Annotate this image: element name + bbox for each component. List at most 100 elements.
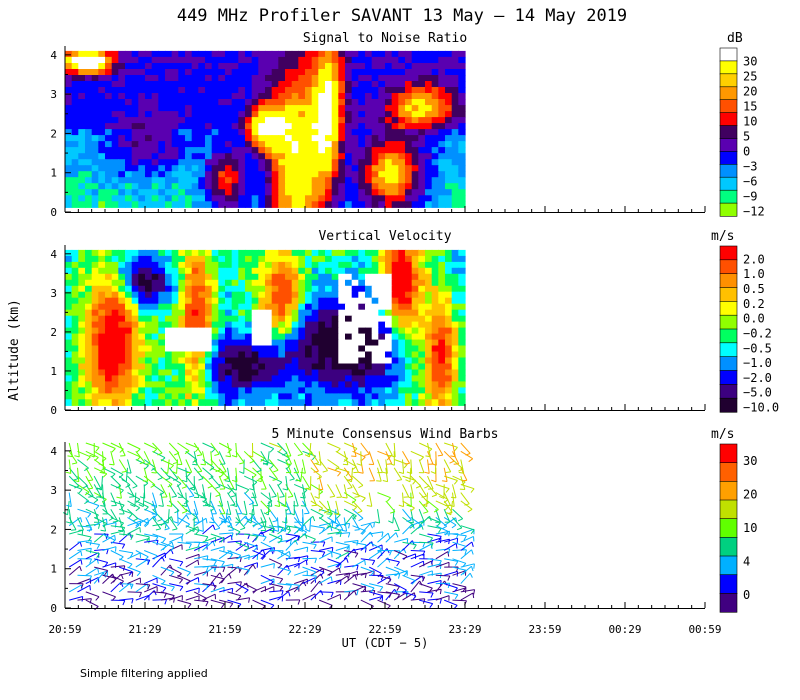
heatmap-cell bbox=[65, 297, 73, 305]
wind-barb-feather bbox=[370, 531, 374, 537]
heatmap-cell bbox=[305, 375, 313, 382]
heatmap-cell bbox=[351, 351, 359, 359]
heatmap-cell bbox=[191, 375, 199, 382]
heatmap-cell bbox=[231, 129, 239, 136]
heatmap-cell bbox=[411, 387, 419, 394]
heatmap-cell bbox=[285, 249, 293, 257]
heatmap-cell bbox=[451, 387, 459, 394]
heatmap-cell bbox=[78, 393, 86, 400]
heatmap-cell bbox=[185, 297, 193, 305]
heatmap-cell bbox=[365, 357, 373, 365]
heatmap-cell bbox=[385, 369, 393, 377]
wind-barb-feather bbox=[396, 479, 402, 482]
heatmap-cell bbox=[178, 195, 186, 202]
wind-barb bbox=[260, 563, 275, 568]
wind-barb bbox=[127, 566, 141, 573]
heatmap-cell bbox=[165, 267, 173, 275]
heatmap-cell bbox=[91, 369, 99, 377]
heatmap-cell bbox=[225, 309, 233, 317]
wind-barb-feather bbox=[241, 513, 248, 516]
heatmap-cell bbox=[318, 249, 326, 257]
wind-barb bbox=[244, 554, 258, 560]
heatmap-cell bbox=[318, 147, 326, 154]
wind-barb-feather bbox=[173, 521, 179, 524]
heatmap-cell bbox=[105, 387, 113, 394]
colorbar-label: −1.0 bbox=[743, 356, 772, 370]
wind-barb bbox=[302, 484, 306, 499]
heatmap-cell bbox=[325, 327, 333, 335]
heatmap-cell bbox=[65, 189, 73, 196]
heatmap-cell bbox=[218, 387, 226, 394]
heatmap-cell bbox=[325, 261, 333, 269]
heatmap-cell bbox=[211, 117, 219, 124]
heatmap-cell bbox=[358, 351, 366, 359]
heatmap-cell bbox=[251, 297, 259, 305]
heatmap-cell bbox=[185, 123, 193, 130]
heatmap-cell bbox=[451, 375, 459, 382]
heatmap-cell bbox=[458, 93, 466, 100]
heatmap-cell bbox=[91, 309, 99, 317]
heatmap-cell bbox=[218, 261, 226, 269]
wind-barb-feather bbox=[213, 566, 216, 573]
heatmap-cell bbox=[285, 93, 293, 100]
colorbar-label: 1.0 bbox=[743, 267, 765, 281]
heatmap-cell bbox=[331, 177, 339, 184]
heatmap-cell bbox=[245, 297, 253, 305]
heatmap-cell bbox=[438, 273, 446, 281]
heatmap-cell bbox=[158, 105, 166, 112]
heatmap-cell bbox=[118, 315, 126, 323]
heatmap-cell bbox=[198, 183, 206, 190]
heatmap-cell bbox=[131, 111, 139, 118]
heatmap-cell bbox=[98, 399, 106, 406]
heatmap-cell bbox=[111, 87, 119, 94]
wind-barb bbox=[335, 484, 343, 498]
heatmap-cell bbox=[205, 141, 213, 148]
heatmap-cell bbox=[205, 369, 213, 377]
wind-barb bbox=[385, 451, 393, 465]
heatmap-cell bbox=[85, 387, 93, 394]
heatmap-cell bbox=[145, 111, 153, 118]
heatmap-cell bbox=[371, 195, 379, 202]
heatmap-cell bbox=[371, 255, 379, 263]
heatmap-cell bbox=[291, 297, 299, 305]
wind-barb-feather bbox=[153, 514, 158, 519]
heatmap-cell bbox=[85, 117, 93, 124]
heatmap-cell bbox=[165, 63, 173, 70]
heatmap-cell bbox=[165, 393, 173, 400]
heatmap-cell bbox=[85, 201, 93, 208]
heatmap-cell bbox=[431, 75, 439, 82]
heatmap-cell bbox=[231, 117, 239, 124]
heatmap-cell bbox=[385, 267, 393, 275]
heatmap-cell bbox=[131, 129, 139, 136]
heatmap-cell bbox=[211, 249, 219, 257]
wind-barb bbox=[402, 592, 415, 601]
heatmap-cell bbox=[365, 69, 373, 76]
heatmap-cell bbox=[338, 50, 346, 58]
heatmap-cell bbox=[85, 50, 93, 58]
heatmap-cell bbox=[211, 261, 219, 269]
wind-barb bbox=[327, 516, 340, 526]
heatmap-cell bbox=[285, 327, 293, 335]
heatmap-cell bbox=[425, 201, 433, 208]
heatmap-cell bbox=[298, 363, 306, 371]
heatmap-cell bbox=[145, 99, 153, 106]
heatmap-cell bbox=[165, 315, 173, 323]
heatmap-cell bbox=[85, 123, 93, 130]
heatmap-cell bbox=[138, 135, 146, 142]
heatmap-cell bbox=[291, 393, 299, 400]
heatmap-cell bbox=[131, 87, 139, 94]
heatmap-cell bbox=[65, 87, 73, 94]
heatmap-cell bbox=[378, 255, 386, 263]
heatmap-cell bbox=[185, 387, 193, 394]
wind-barb-feather bbox=[274, 504, 280, 507]
heatmap-cell bbox=[78, 303, 86, 311]
heatmap-cell bbox=[138, 393, 146, 400]
wind-barb-feather bbox=[289, 539, 292, 545]
wind-barb-feather bbox=[220, 538, 225, 543]
wind-barb bbox=[227, 550, 241, 556]
heatmap-cell bbox=[438, 177, 446, 184]
wind-barb-feather bbox=[249, 513, 255, 516]
heatmap-cell bbox=[411, 201, 419, 208]
wind-barb bbox=[310, 573, 322, 584]
heatmap-cell bbox=[91, 375, 99, 382]
